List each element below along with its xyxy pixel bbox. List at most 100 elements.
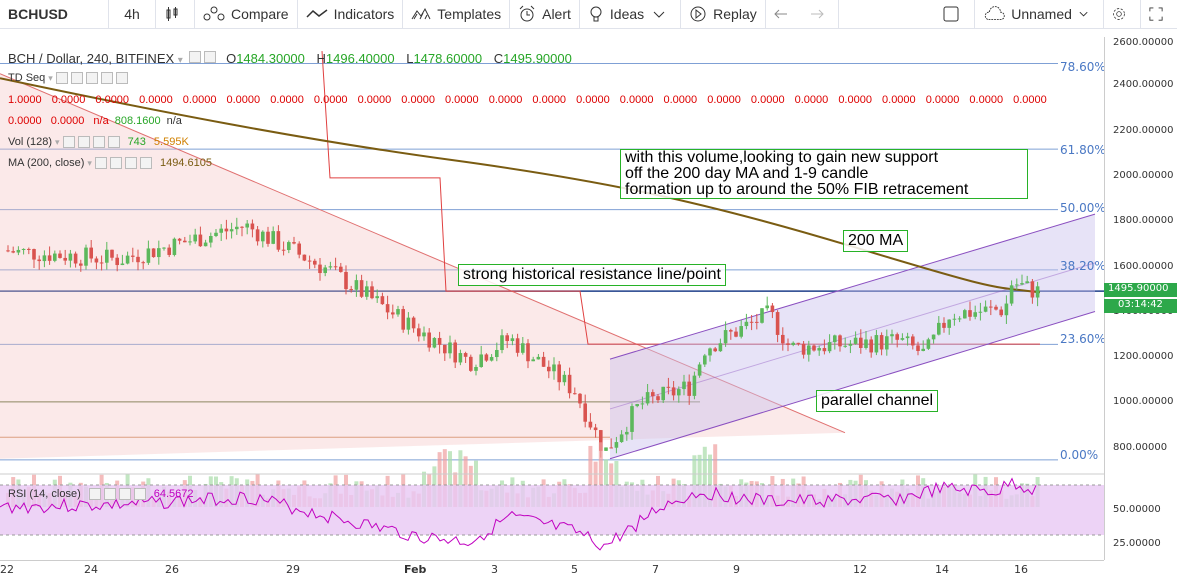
close-icon[interactable] <box>139 157 152 169</box>
candle-body <box>333 266 338 268</box>
replay-button[interactable]: Replay <box>681 0 766 28</box>
candle-body <box>250 223 255 230</box>
ma-note[interactable]: 200 MA <box>843 230 909 252</box>
low-value: 1478.60000 <box>413 51 483 66</box>
settings-button[interactable] <box>1104 0 1141 28</box>
candle-body <box>209 235 213 243</box>
templates-button[interactable]: Templates <box>403 0 511 28</box>
time-tick: 5 <box>571 563 578 576</box>
layout-name: Unnamed <box>1011 6 1072 22</box>
candle-body <box>385 304 390 313</box>
interval-button[interactable]: 4h <box>109 0 156 28</box>
candle-body <box>27 248 31 250</box>
tdseq-values-row1: 1.0000 0.0000 0.0000 0.0000 0.0000 0.000… <box>8 94 1047 106</box>
code-icon[interactable] <box>85 72 98 84</box>
save-layout-button[interactable]: Unnamed <box>975 0 1104 28</box>
close-icon[interactable] <box>107 136 120 148</box>
close-label: C <box>493 51 504 66</box>
candle-body <box>323 267 327 274</box>
chevron-down-icon[interactable]: ▾ <box>87 157 92 168</box>
price-axis[interactable]: 2600.00000 2400.00000 2200.00000 2000.00… <box>1104 37 1177 560</box>
ideas-button[interactable]: Ideas <box>580 0 682 28</box>
candle-body <box>692 375 697 396</box>
time-tick: 24 <box>84 563 98 576</box>
redo-button[interactable] <box>802 0 839 28</box>
volume-bar <box>442 449 447 507</box>
eye-icon[interactable] <box>62 136 75 148</box>
chevron-down-icon[interactable]: ▾ <box>55 136 60 147</box>
indicators-button[interactable]: Indicators <box>298 0 404 28</box>
symbol-search[interactable]: BCHUSD <box>0 0 109 28</box>
gear-icon[interactable] <box>109 157 122 169</box>
candle-body <box>942 322 946 328</box>
channel-note[interactable]: parallel channel <box>816 390 939 412</box>
undo-button[interactable] <box>766 0 802 28</box>
compare-button[interactable]: Compare <box>195 0 298 28</box>
candle-body <box>292 242 296 244</box>
gear-icon[interactable] <box>204 51 217 63</box>
candle-body <box>822 348 827 352</box>
channel-lower-line <box>609 311 1096 460</box>
candle-body <box>869 339 873 353</box>
legend-menu-icon[interactable]: ▾ <box>177 55 183 66</box>
volume-bar <box>604 459 608 507</box>
candle-body <box>879 335 884 350</box>
eye-icon[interactable] <box>94 157 107 169</box>
candle-body <box>505 335 509 342</box>
candle-body <box>318 264 322 274</box>
volume-bar <box>598 442 603 507</box>
candle-body <box>370 286 374 299</box>
volume-note[interactable]: with this volume,looking to gain new sup… <box>620 149 1028 199</box>
candle-body <box>136 256 140 263</box>
time-axis[interactable]: 22 24 26 29 Feb 3 5 7 9 12 14 16 <box>0 560 1104 581</box>
expand-button[interactable] <box>1141 0 1177 28</box>
candle-body <box>328 266 333 268</box>
candle-body <box>177 238 182 241</box>
candle-body <box>151 248 156 258</box>
gear-icon[interactable] <box>103 488 116 500</box>
price-chart[interactable] <box>0 37 1104 560</box>
eye-icon[interactable] <box>55 72 68 84</box>
candle-body <box>526 343 530 362</box>
gear-icon[interactable] <box>70 72 83 84</box>
candle-body <box>297 243 301 255</box>
candle-body <box>354 280 359 290</box>
candle-body <box>172 238 177 255</box>
candle-body <box>1030 281 1035 298</box>
candle-body <box>729 330 733 332</box>
gear-icon[interactable] <box>77 136 90 148</box>
resistance-note[interactable]: strong historical resistance line/point <box>458 264 726 286</box>
time-tick: 9 <box>733 563 740 576</box>
candle-body <box>916 345 920 351</box>
price-tick: 1800.00000 <box>1113 215 1174 226</box>
eye-icon[interactable] <box>88 488 101 500</box>
time-tick: 12 <box>853 563 867 576</box>
chart-legend: BCH / Dollar, 240, BITFINEX ▾ O1484.3000… <box>8 51 572 66</box>
plus-icon[interactable] <box>118 488 131 500</box>
close-icon[interactable] <box>133 488 146 500</box>
fullscreen-toggle[interactable] <box>934 0 975 28</box>
stepped-level-line <box>321 51 1040 345</box>
candle-body <box>203 242 208 247</box>
candle-body <box>510 338 515 342</box>
plus-icon[interactable] <box>92 136 105 148</box>
plus-icon[interactable] <box>100 72 113 84</box>
volume-bar <box>448 451 452 507</box>
volume-bar <box>713 444 718 507</box>
close-icon[interactable] <box>115 72 128 84</box>
ma-value: 1494.6105 <box>159 157 212 169</box>
eye-icon[interactable] <box>189 51 202 63</box>
candle-body <box>817 348 821 351</box>
candle-body <box>105 249 109 263</box>
plus-icon[interactable] <box>124 157 137 169</box>
chart-type-button[interactable] <box>156 0 195 28</box>
candle-body <box>718 343 723 352</box>
chevron-down-icon[interactable]: ▾ <box>48 72 53 83</box>
candle-body <box>911 336 915 346</box>
indicators-icon <box>306 9 328 18</box>
candle-body <box>411 317 416 329</box>
volume-bar <box>702 446 707 507</box>
candle-body <box>947 319 951 328</box>
expand-icon <box>1149 7 1163 21</box>
alert-button[interactable]: Alert <box>510 0 580 28</box>
